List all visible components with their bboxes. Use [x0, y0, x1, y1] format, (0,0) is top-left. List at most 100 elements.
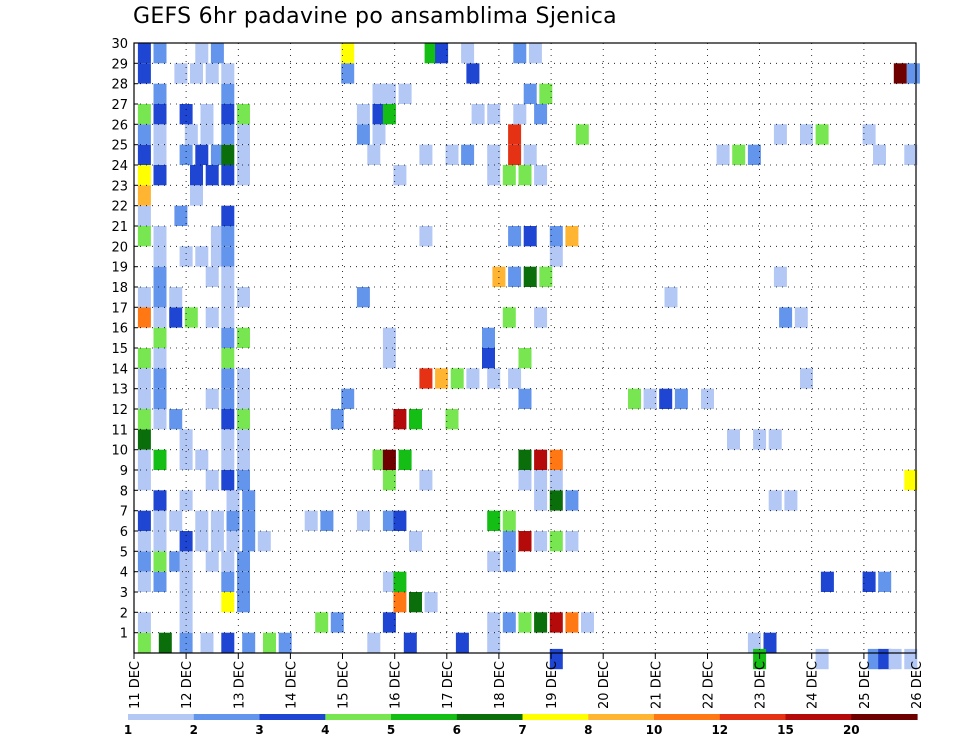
heat-cell [445, 144, 459, 165]
colorbar-label: 6 [453, 723, 461, 737]
heat-cell [137, 226, 151, 247]
heat-cell [137, 348, 151, 369]
colorbar-swatch [391, 714, 458, 720]
heat-cell [419, 226, 433, 247]
heat-cell [221, 83, 235, 104]
y-tick-label: 1 [120, 627, 128, 642]
heat-cell [221, 124, 235, 145]
heat-cell [534, 307, 548, 328]
heat-cell [242, 531, 256, 552]
y-tick-label: 2 [120, 606, 128, 621]
heat-cell [205, 388, 219, 409]
y-tick-label: 15 [111, 342, 128, 357]
heat-cell [878, 648, 892, 670]
heat-cell [518, 388, 532, 409]
heat-cell [393, 409, 407, 430]
y-tick-label: 14 [111, 362, 128, 377]
heat-cell [565, 490, 579, 511]
heat-cell [137, 185, 151, 206]
heat-cell [382, 612, 396, 633]
heat-cell [518, 470, 532, 491]
colorbar: 1 2 3 4 5 6 7 8 10 12 15 20 [124, 714, 918, 737]
heat-cell [487, 510, 501, 531]
heat-cell [398, 449, 412, 470]
heat-cell [153, 388, 167, 409]
heat-cell [878, 571, 892, 592]
colorbar-swatch [851, 714, 918, 720]
heat-cell [523, 226, 537, 247]
heat-cell [534, 449, 548, 470]
heat-cell [169, 409, 183, 430]
heat-cell [502, 510, 516, 531]
heat-cell [304, 510, 318, 531]
heat-cell [716, 144, 730, 165]
heat-cell [523, 83, 537, 104]
colorbar-swatch [325, 714, 392, 720]
heat-cell [534, 104, 548, 125]
heat-cell [137, 551, 151, 572]
heat-cell [153, 449, 167, 470]
y-tick-label: 19 [111, 261, 128, 276]
heat-cell [137, 612, 151, 633]
heat-cell [174, 63, 188, 84]
heat-cell [873, 144, 886, 165]
heat-cell [549, 612, 563, 633]
heat-cell [508, 226, 522, 247]
heat-cell [466, 63, 480, 84]
y-tick-label: 6 [120, 525, 128, 540]
heat-cell [356, 287, 370, 308]
heat-cell [523, 266, 537, 287]
heat-cell [508, 368, 522, 389]
heat-cell [528, 43, 542, 64]
y-tick-label: 7 [120, 505, 128, 520]
heat-cell [372, 104, 386, 125]
heat-cell [862, 124, 876, 145]
heat-cell [200, 632, 214, 653]
heat-cell [221, 592, 235, 613]
heat-cell [779, 307, 793, 328]
heat-cell [534, 490, 548, 511]
heat-cell [179, 632, 193, 653]
grid-layer [134, 43, 916, 653]
heat-cell [205, 63, 219, 84]
colorbar-label: 10 [646, 723, 663, 737]
y-tick-label: 8 [120, 484, 128, 499]
heat-cell [221, 104, 235, 125]
heat-cell [153, 266, 167, 287]
colorbar-label: 1 [124, 723, 132, 737]
heat-cell [747, 144, 761, 165]
heat-cell [398, 83, 412, 104]
heat-cell [549, 246, 563, 267]
heat-cell [409, 531, 422, 552]
heat-cell [732, 144, 746, 165]
heat-cell [221, 63, 235, 84]
heat-cell [575, 124, 589, 145]
x-tick-label: 22 DEC [702, 661, 717, 709]
heat-cell [419, 368, 433, 389]
heat-cell [513, 43, 527, 64]
heat-cell [205, 266, 219, 287]
heat-cell [893, 63, 907, 84]
heat-cell [200, 124, 214, 145]
heat-cell [153, 409, 167, 430]
y-tick-label: 22 [111, 200, 128, 215]
heat-cell [419, 470, 433, 491]
heat-cell [341, 43, 355, 64]
y-axis: 1234567891011121314151617181920212223242… [111, 37, 138, 642]
colorbar-label: 20 [843, 723, 860, 737]
y-tick-label: 9 [120, 464, 128, 479]
heat-cell [242, 510, 256, 531]
x-tick-label: 12 DEC [180, 661, 195, 709]
heat-cell [487, 632, 501, 653]
heat-cell [382, 83, 396, 104]
heat-cell [518, 165, 532, 186]
heat-cell [153, 104, 167, 125]
heat-cell [800, 124, 813, 145]
y-tick-label: 20 [111, 240, 128, 255]
heat-cell [549, 470, 563, 491]
heat-cell [664, 287, 678, 308]
heat-cell [450, 368, 464, 389]
heat-cell [237, 124, 250, 145]
heat-cell [513, 104, 527, 125]
heat-cell [221, 470, 235, 491]
